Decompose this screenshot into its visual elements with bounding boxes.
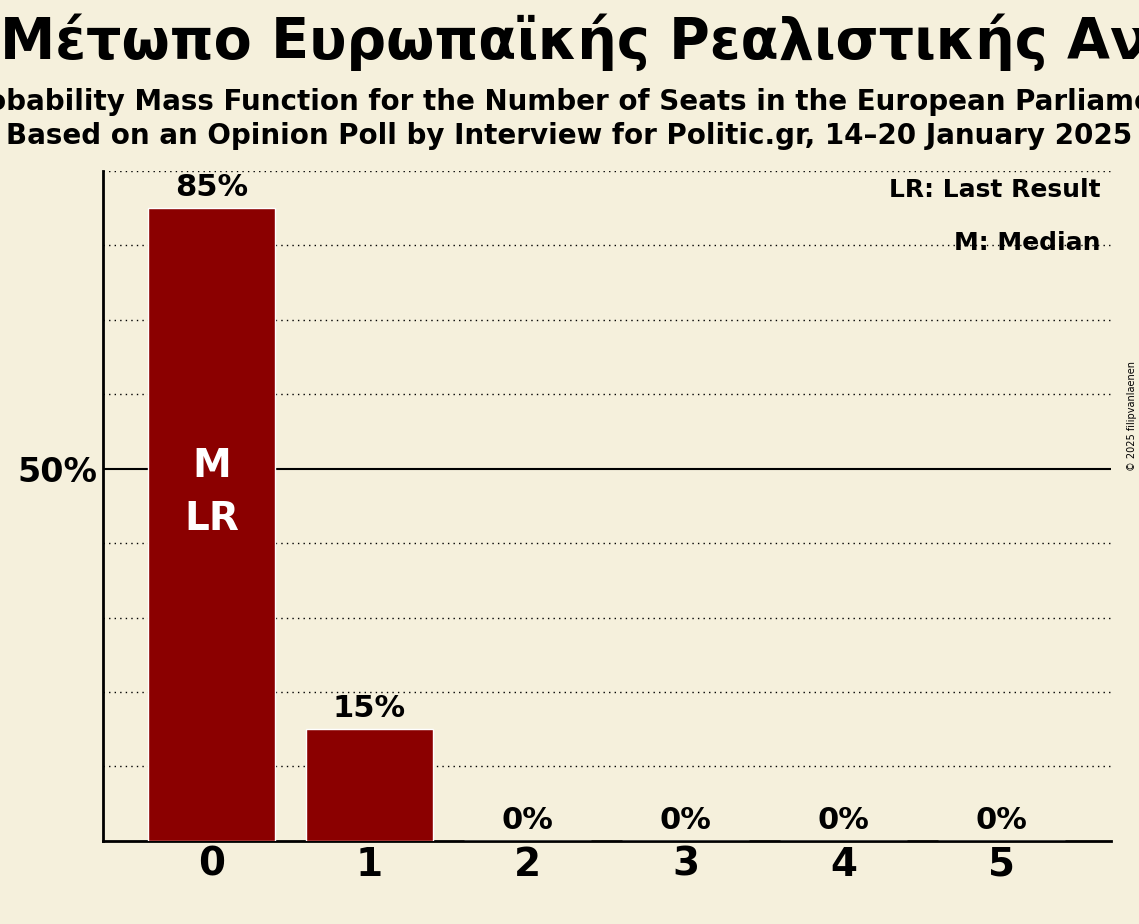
Text: Based on an Opinion Poll by Interview for Politic.gr, 14–20 January 2025: Based on an Opinion Poll by Interview fo…: [7, 122, 1132, 150]
Text: M
LR: M LR: [185, 447, 239, 539]
Text: 0%: 0%: [659, 806, 712, 835]
Text: 0%: 0%: [818, 806, 869, 835]
Text: Probability Mass Function for the Number of Seats in the European Parliament: Probability Mass Function for the Number…: [0, 88, 1139, 116]
Text: 85%: 85%: [175, 173, 248, 202]
Bar: [306, 729, 433, 841]
Text: M: Median: M: Median: [954, 231, 1100, 255]
Text: Μέτωπο Ευρωπαϊκής Ρεαλιστικής Ανυπακοής (GUE/NGL): Μέτωπο Ευρωπαϊκής Ρεαλιστικής Ανυπακοής …: [0, 14, 1139, 71]
Text: 15%: 15%: [333, 694, 407, 723]
Text: 0%: 0%: [976, 806, 1027, 835]
Text: LR: Last Result: LR: Last Result: [888, 177, 1100, 201]
Text: 0%: 0%: [501, 806, 554, 835]
Text: © 2025 filipvanlaenen: © 2025 filipvanlaenen: [1126, 360, 1137, 471]
Bar: [148, 208, 274, 841]
